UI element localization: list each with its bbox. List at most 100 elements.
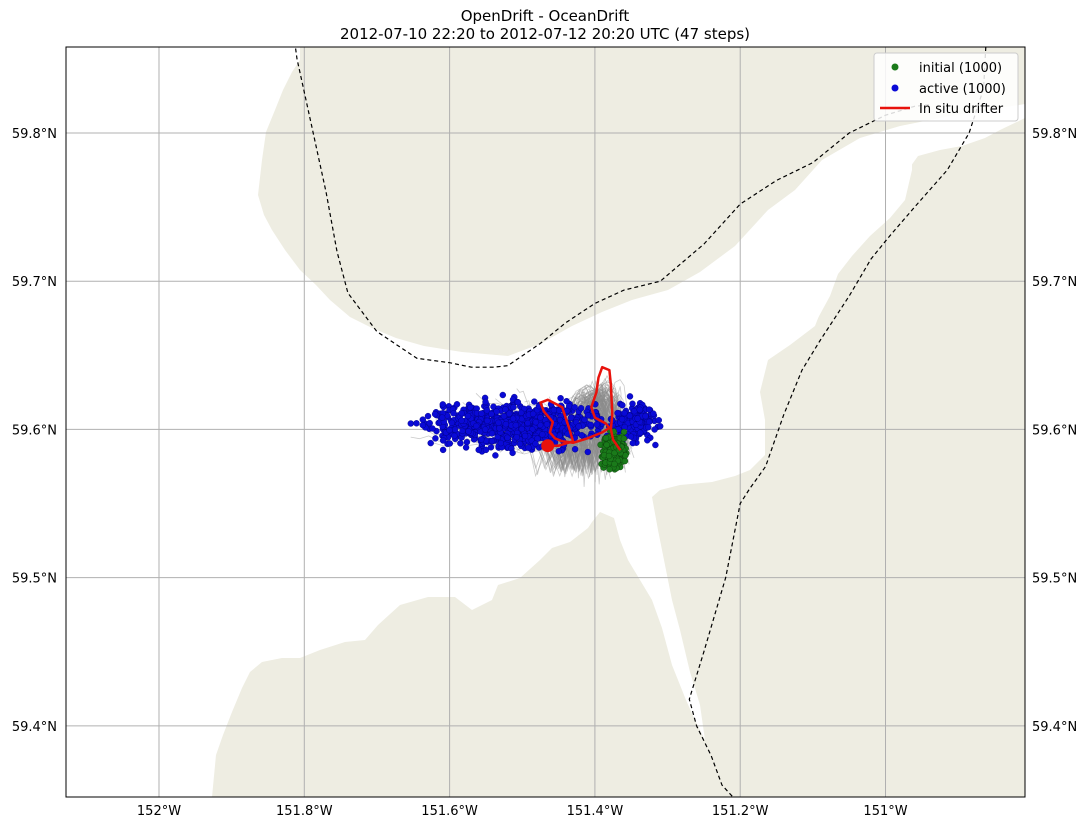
x-tick-label: 151.6°W [421,804,478,819]
active-point [575,423,582,430]
active-point [581,416,588,423]
active-point [497,439,504,447]
active-point [626,412,633,419]
active-point [539,431,546,438]
active-point [532,440,539,447]
chart-title: OpenDrift - OceanDrift [461,7,630,25]
active-point [529,410,537,418]
active-points [407,391,664,459]
active-point [627,433,635,440]
active-point [629,400,636,407]
drifter-track [539,365,622,451]
active-point [492,452,499,459]
active-point [439,446,447,454]
active-point [451,426,459,433]
active-point [464,412,472,420]
drifter-end-marker [541,439,555,453]
y-tick-label-left: 59.7°N [12,275,57,290]
active-point [655,417,662,424]
initial-point [620,435,628,442]
active-point [458,417,465,424]
initial-point [605,452,613,460]
y-tick-label-left: 59.4°N [12,720,57,735]
active-point [543,421,551,428]
active-point [413,420,420,427]
particle-trajectory [571,395,619,476]
legend-marker-active [891,84,899,92]
active-point [429,425,436,432]
active-point [439,401,446,408]
active-point [642,412,649,420]
active-point [439,414,446,421]
active-point [531,398,538,405]
y-tick-label-right: 59.4°N [1032,720,1077,735]
y-gridlines [66,132,1025,727]
active-point [488,410,495,418]
active-point [483,407,491,414]
active-point [510,404,517,411]
active-point [657,423,664,430]
active-point [584,412,592,419]
legend: initial (1000) active (1000) In situ dri… [873,52,1019,122]
y-tick-label-left: 59.8°N [12,127,57,142]
active-point [634,415,641,422]
active-point [502,406,509,413]
active-point [484,417,491,425]
active-point [525,444,532,451]
active-point [584,448,591,456]
active-point [571,404,578,411]
legend-label-active: active (1000) [919,82,1006,97]
active-point [419,421,426,429]
active-point [587,421,594,429]
active-point [457,440,464,447]
active-point [502,421,510,428]
active-point [478,436,485,443]
active-point [514,399,522,406]
active-point [518,425,525,433]
active-point [419,416,426,423]
y-tick-label-right: 59.7°N [1032,275,1077,290]
active-point [487,444,495,451]
active-point [636,406,643,413]
y-tick-labels: 59.4°N 59.4°N 59.5°N 59.5°N 59.6°N 59.6°N 59.7… [12,127,1077,735]
active-point [450,410,457,417]
active-point [646,406,653,413]
initial-point [602,434,610,442]
active-point [488,430,496,437]
x-tick-label: 151.2°W [712,804,769,819]
initial-point [606,466,613,473]
active-point [637,429,644,436]
water-layer [598,150,912,492]
active-point [556,432,563,439]
active-point [506,410,513,417]
active-point [537,414,544,421]
active-point [453,401,461,408]
active-point [439,437,447,444]
legend-label-drifter: In situ drifter [919,102,1004,117]
y-tick-label-left: 59.5°N [12,572,57,587]
legend-box [873,52,1019,122]
active-point [407,420,414,427]
active-point [431,410,439,418]
active-point [644,437,651,444]
active-point [448,419,456,426]
active-point [495,419,502,426]
active-point [426,419,433,427]
active-point [467,404,474,411]
active-point [458,410,465,417]
active-point [499,391,506,399]
active-point [465,428,472,435]
active-point [646,418,653,426]
y-tick-label-right: 59.5°N [1032,572,1077,587]
active-point [563,398,570,405]
active-point [568,414,575,421]
active-point [482,398,489,406]
active-point [618,416,626,423]
active-point [482,446,490,454]
x-tick-label: 151°W [863,804,907,819]
active-point [488,438,496,445]
active-point [478,410,485,417]
x-tick-labels: 152°W 151.8°W 151.6°W 151.4°W 151.2°W 151°W [137,804,908,819]
